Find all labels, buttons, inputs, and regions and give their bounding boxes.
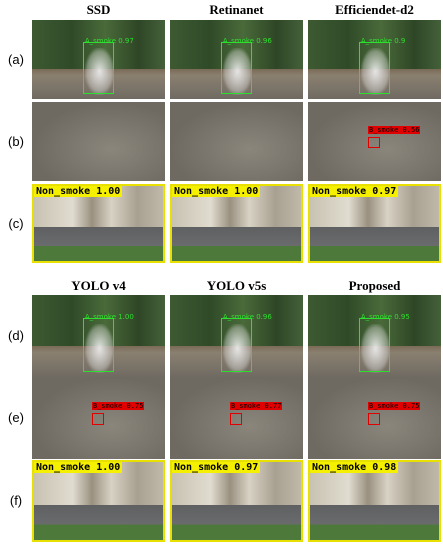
image: A_smoke 0.95 xyxy=(308,295,441,377)
bounding-box xyxy=(91,413,104,425)
bounding-box xyxy=(220,42,253,95)
detection-label: A_smoke 0.96 xyxy=(222,313,272,322)
bounding-box xyxy=(367,136,380,148)
image xyxy=(170,102,303,181)
image: A_smoke 0.97 xyxy=(32,20,165,99)
detection-label: Non_smoke 1.00 xyxy=(34,186,123,197)
bounding-box xyxy=(82,42,115,95)
detection-label: A_smoke 0.95 xyxy=(360,313,410,322)
bounding-box xyxy=(220,317,253,373)
bounding-box xyxy=(358,317,391,373)
image: A_smoke 0.96 xyxy=(170,20,303,99)
row-label: (b) xyxy=(8,133,24,149)
row-label: (d) xyxy=(8,328,24,343)
image: A_smoke 0.96 xyxy=(170,295,303,377)
row-label: (e) xyxy=(8,410,24,425)
row-label: (f) xyxy=(9,493,23,508)
column-header: Retinanet xyxy=(209,2,264,17)
image: Non_smoke 0.97 xyxy=(170,460,303,542)
smoke xyxy=(223,323,253,373)
image: Non_smoke 1.00 xyxy=(32,184,165,263)
detection-label: Non_smoke 0.97 xyxy=(310,186,399,197)
smoke xyxy=(361,47,391,96)
detection-label: Non_smoke 0.98 xyxy=(310,462,399,473)
bounding-box xyxy=(229,413,242,425)
column-header: SSD xyxy=(86,2,111,17)
detection-label: A_smoke 0.97 xyxy=(84,37,134,46)
detection-label: B_smoke 0.75 xyxy=(91,402,145,411)
row-label: (c) xyxy=(8,215,24,231)
image: B_smoke 0.75 xyxy=(308,377,441,459)
image: A_smoke 0.9 xyxy=(308,20,441,99)
detection-label: Non_smoke 1.00 xyxy=(172,186,261,197)
detection-label: B_smoke 0.56 xyxy=(367,126,421,135)
smoke xyxy=(361,323,391,373)
detection-label: B_smoke 0.77 xyxy=(229,402,283,411)
column-header: YOLO v4 xyxy=(71,278,126,293)
detection-label: A_smoke 1.00 xyxy=(84,313,134,322)
bounding-box xyxy=(358,42,391,95)
bounding-box xyxy=(82,317,115,373)
image: Non_smoke 1.00 xyxy=(170,184,303,263)
detection-label: A_smoke 0.9 xyxy=(360,37,406,46)
image: Non_smoke 0.98 xyxy=(308,460,441,542)
detection-label: Non_smoke 1.00 xyxy=(34,462,123,473)
column-header: Proposed xyxy=(348,278,401,293)
detection-label: A_smoke 0.96 xyxy=(222,37,272,46)
image: B_smoke 0.56 xyxy=(308,102,441,181)
image: A_smoke 1.00 xyxy=(32,295,165,377)
detection-label: Non_smoke 0.97 xyxy=(172,462,261,473)
smoke xyxy=(85,323,115,373)
smoke xyxy=(223,47,253,96)
image: Non_smoke 1.00 xyxy=(32,460,165,542)
row-label: (a) xyxy=(8,51,24,67)
column-header: Efficiendet-d2 xyxy=(335,2,414,17)
bounding-box xyxy=(367,413,380,425)
column-header: YOLO v5s xyxy=(206,278,267,293)
smoke xyxy=(85,47,115,96)
image: B_smoke 0.75 xyxy=(32,377,165,459)
detection-label: B_smoke 0.75 xyxy=(367,402,421,411)
image xyxy=(32,102,165,181)
image: Non_smoke 0.97 xyxy=(308,184,441,263)
image: B_smoke 0.77 xyxy=(170,377,303,459)
